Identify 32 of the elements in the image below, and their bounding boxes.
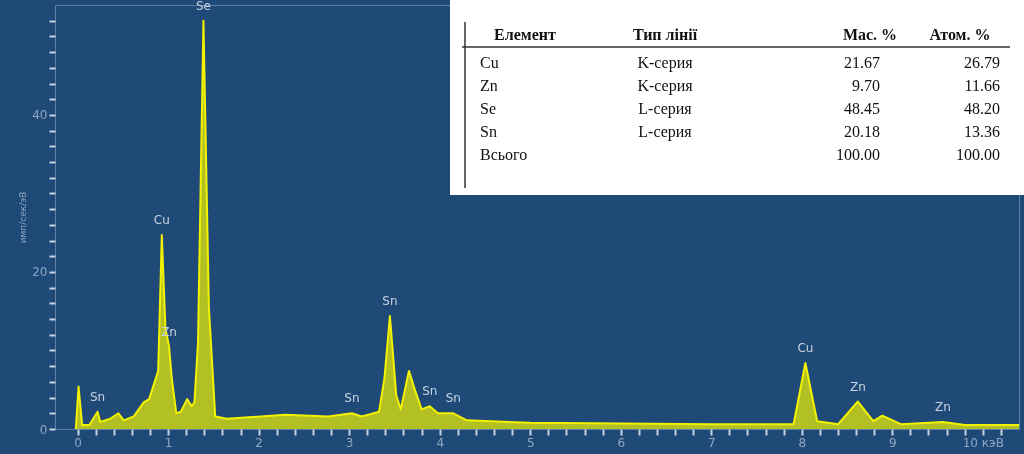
annotation: Sn [422, 384, 438, 399]
annotation: Sn [89, 389, 106, 404]
y-tick-label: 0 [39, 422, 48, 437]
annotation: Sn [445, 391, 461, 406]
x-tick-label: 7 [707, 435, 716, 450]
x-tick-label: 6 [617, 435, 626, 450]
annotation: Sn [382, 293, 398, 308]
x-tick-label: 9 [888, 435, 897, 450]
annotation: Zn [849, 379, 866, 394]
x-tick-label: 3 [345, 435, 354, 450]
y-tick-label: 20 [32, 265, 48, 280]
annotation: Zn [935, 399, 951, 414]
x-tick-label: 10 кэВ [962, 435, 1004, 450]
x-tick-label: 0 [74, 435, 82, 450]
category-label: Атом. % [929, 26, 991, 43]
x-tick-label: 8 [798, 435, 807, 450]
category-label: Мас. % [842, 26, 898, 43]
y-tick-label: 40 [32, 108, 48, 123]
category-label: Тип лінії [632, 26, 698, 43]
x-tick-label: 2 [255, 435, 263, 450]
category-label: Елемент [494, 26, 556, 43]
table: 21.67 26.79 9.70 11.66 48.45 48.20 20.18 13.36 100.00 100.00 [836, 54, 1000, 163]
annotation: Cu [797, 341, 814, 356]
x-tick-label: 5 [526, 435, 535, 450]
x-tick-label: 4 [436, 435, 445, 450]
annotation: Se [195, 0, 211, 13]
y-axis-title: имп/сек/эВ [18, 191, 29, 244]
annotation: Sn [344, 391, 360, 406]
annotation: Cu [153, 213, 170, 228]
x-tick-label: 1 [164, 435, 173, 450]
table: Cu Zn Se Sn Всього [480, 54, 528, 163]
table: K-серия K-серия L-серия L-серия [637, 54, 693, 140]
